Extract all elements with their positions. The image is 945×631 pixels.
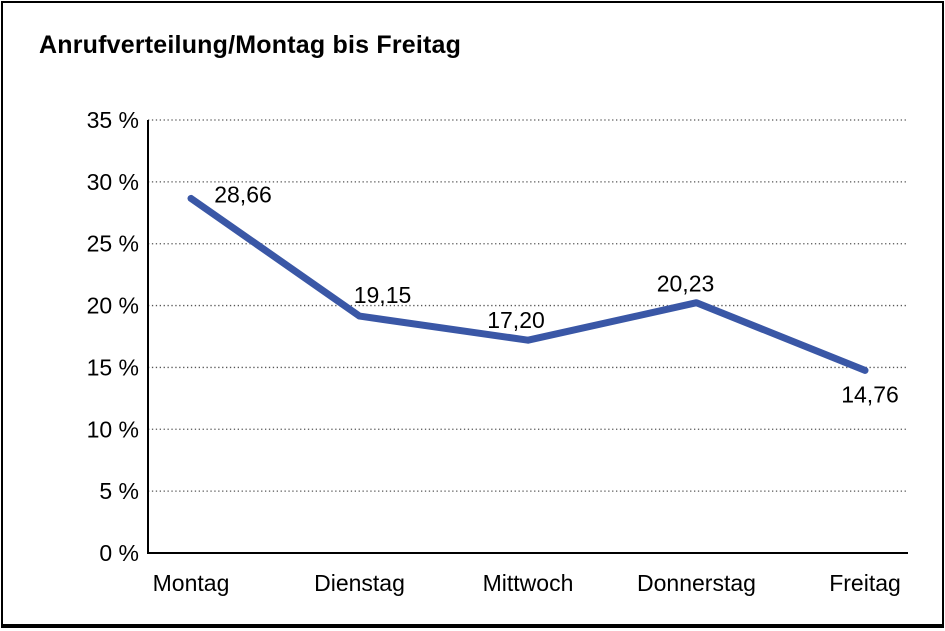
chart-title: Anrufverteilung/Montag bis Freitag: [39, 31, 462, 59]
gridlines-group: [148, 119, 908, 492]
data-point-label: 14,76: [841, 381, 899, 407]
data-labels-group: 28,66 19,15 17,20 20,23 14,76: [214, 181, 899, 407]
y-tick-label: 35 %: [87, 107, 139, 133]
x-category-label: Dienstag: [314, 570, 405, 596]
y-tick-label: 10 %: [87, 416, 139, 442]
data-point-label: 19,15: [354, 282, 412, 308]
y-tick-labels-group: 0 % 5 % 10 % 15 % 20 % 25 % 30 % 35 %: [87, 107, 139, 566]
line-chart: 0 % 5 % 10 % 15 % 20 % 25 % 30 % 35 % Montag Dien…: [87, 107, 908, 596]
y-tick-label: 20 %: [87, 293, 139, 319]
x-category-label: Montag: [153, 570, 230, 596]
y-tick-label: 0 %: [99, 540, 139, 566]
x-category-labels-group: Montag Dienstag Mittwoch Donnerstag Freitag: [153, 570, 901, 596]
x-category-label: Freitag: [829, 570, 901, 596]
data-point-label: 20,23: [657, 271, 715, 297]
y-tick-label: 5 %: [99, 478, 139, 504]
series-line: [187, 194, 869, 374]
y-tick-label: 30 %: [87, 169, 139, 195]
x-category-label: Donnerstag: [637, 570, 756, 596]
y-tick-label: 25 %: [87, 231, 139, 257]
y-tick-label: 15 %: [87, 354, 139, 380]
axes: [147, 120, 908, 554]
data-point-label: 28,66: [214, 181, 272, 207]
x-category-label: Mittwoch: [483, 570, 574, 596]
data-point-label: 17,20: [487, 307, 545, 333]
